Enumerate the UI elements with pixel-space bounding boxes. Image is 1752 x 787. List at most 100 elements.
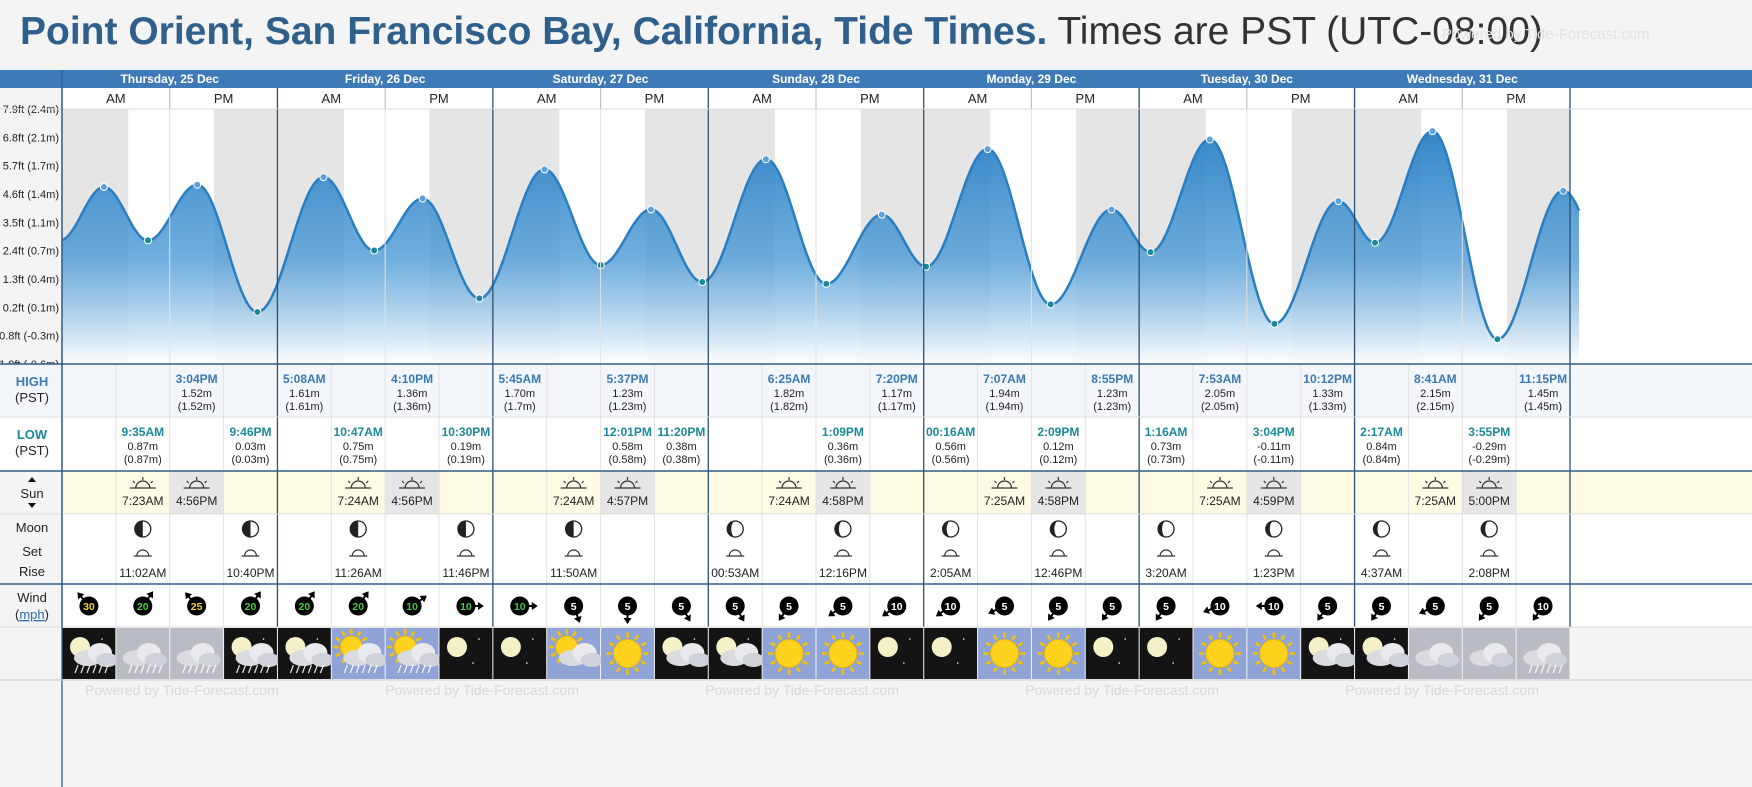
low-tide-time: 1:09PM	[822, 425, 864, 439]
night-clear-icon	[924, 628, 978, 679]
sunset-time: 4:59PM	[1253, 494, 1294, 508]
wind-speed: 5	[840, 601, 846, 613]
wind-arrow-icon	[1255, 596, 1284, 616]
high-tide-time: 6:25AM	[768, 372, 811, 386]
high-tide-height-m: (1.17m)	[878, 401, 916, 413]
wind-speed: 20	[352, 601, 364, 613]
sun-cloud-icon	[547, 628, 603, 679]
wind-unit-label: (mph)	[15, 607, 49, 622]
y-tick-label: 3.5ft (1.1m)	[3, 217, 59, 229]
moonrise-icon	[833, 549, 852, 557]
sunrise-icon	[991, 477, 1018, 489]
low-tide-time: 2:17AM	[1360, 425, 1403, 439]
low-tide-point	[475, 294, 484, 303]
moonrise-icon	[349, 549, 368, 557]
sunrise-time: 7:24AM	[338, 494, 379, 508]
moonrise-time: 12:46PM	[1034, 566, 1082, 580]
sunset-time: 4:58PM	[1038, 494, 1079, 508]
cloud-rain-icon	[170, 628, 224, 679]
wind-speed: 5	[1163, 601, 1169, 613]
wind-speed: 10	[945, 601, 957, 613]
am-label: AM	[1399, 91, 1419, 106]
low-tide-time: 2:09PM	[1037, 425, 1079, 439]
wind-row	[62, 584, 1752, 627]
moon-phase-icon	[834, 520, 852, 538]
high-tide-time: 7:07AM	[983, 372, 1026, 386]
sun-down-arrow-icon	[28, 503, 36, 508]
high-tide-time: 5:37PM	[606, 372, 648, 386]
low-tide-height-m: (0.36m)	[824, 454, 862, 466]
wind-speed: 5	[786, 601, 792, 613]
night-clear-icon	[1139, 628, 1193, 679]
moonrise-time: 10:40PM	[226, 566, 274, 580]
night-cloud-icon	[1355, 628, 1411, 679]
high-tide-height-m: (1.94m)	[986, 401, 1024, 413]
wind-speed: 10	[460, 601, 472, 613]
wind-arrow-icon	[240, 591, 261, 616]
powered-by-watermark: Powered by Tide-Forecast.com	[385, 682, 579, 698]
cloud-icon	[1408, 628, 1462, 679]
high-tide-height: 1.82m	[774, 388, 805, 400]
moonrise-time: 2:05AM	[930, 566, 971, 580]
high-tide-point	[647, 205, 656, 214]
moon-phase-icon	[241, 520, 260, 538]
cloud-rain-icon	[116, 628, 170, 679]
low-tide-height: 0.75m	[343, 441, 374, 453]
low-tide-time: 11:20PM	[657, 425, 705, 439]
high-tide-height: 1.70m	[504, 388, 535, 400]
high-tide-point	[877, 210, 886, 219]
low-tide-height-m: (0.12m)	[1039, 454, 1077, 466]
high-tide-height: 1.52m	[181, 388, 212, 400]
wind-arrow-icon	[1155, 596, 1176, 621]
moonrise-icon	[564, 549, 583, 557]
moonrise-icon	[241, 549, 260, 557]
moonrise-icon	[726, 549, 745, 557]
high-tide-point	[540, 165, 549, 174]
low-tide-height-m: (0.58m)	[609, 454, 647, 466]
wind-speed: 25	[191, 601, 203, 613]
sunrise-time: 7:24AM	[768, 494, 809, 508]
night-cloud-icon	[654, 628, 711, 679]
high-tide-height: 2.05m	[1205, 388, 1236, 400]
wind-speed: 30	[83, 601, 95, 613]
moonrise-label: Rise	[19, 564, 45, 579]
wind-speed: 10	[1214, 601, 1226, 613]
high-tide-height: 1.33m	[1312, 388, 1343, 400]
night-cloud-icon	[1301, 628, 1357, 679]
day-label: Friday, 26 Dec	[345, 72, 426, 86]
low-tide-point	[370, 246, 379, 255]
pm-label: PM	[429, 91, 449, 106]
sun-label: Sun	[20, 486, 43, 501]
wind-arrow-icon	[617, 596, 637, 624]
moonrise-time: 11:26AM	[335, 566, 382, 580]
sunrise-icon	[776, 477, 803, 489]
low-tide-point	[1046, 300, 1055, 309]
wind-speed: 20	[137, 601, 149, 613]
low-tide-height: 0.73m	[1151, 441, 1182, 453]
high-tide-height: 1.36m	[397, 388, 428, 400]
moonrise-icon	[941, 549, 960, 557]
night-clear-icon	[439, 628, 493, 679]
moon-phase-icon	[349, 520, 367, 538]
wind-arrow-icon	[1101, 596, 1122, 621]
low-tide-point	[1270, 319, 1279, 328]
high-tide-time: 4:10PM	[391, 372, 433, 386]
am-label: AM	[106, 91, 126, 106]
moon-phase-icon	[1372, 520, 1391, 538]
tide-area	[62, 131, 1579, 364]
high-tide-height: 1.45m	[1528, 388, 1559, 400]
am-label: AM	[322, 91, 342, 106]
moonrise-icon	[456, 549, 475, 557]
wind-speed: 5	[1379, 601, 1385, 613]
tide-table: Thursday, 25 Dec Friday, 26 Dec Saturday, …	[0, 70, 1752, 787]
moon-phase-icon	[941, 520, 960, 538]
night-rain-icon	[62, 628, 118, 679]
mph-link[interactable]: mph	[19, 607, 44, 622]
sunset-icon	[1260, 477, 1287, 489]
high-tide-point	[1559, 186, 1568, 195]
moonrise-icon	[1264, 549, 1283, 557]
wind-arrow-icon	[988, 596, 1014, 616]
sunrise-time: 7:25AM	[984, 494, 1025, 508]
low-tide-height: 0.56m	[935, 441, 966, 453]
low-tide-height: 0.12m	[1043, 441, 1074, 453]
